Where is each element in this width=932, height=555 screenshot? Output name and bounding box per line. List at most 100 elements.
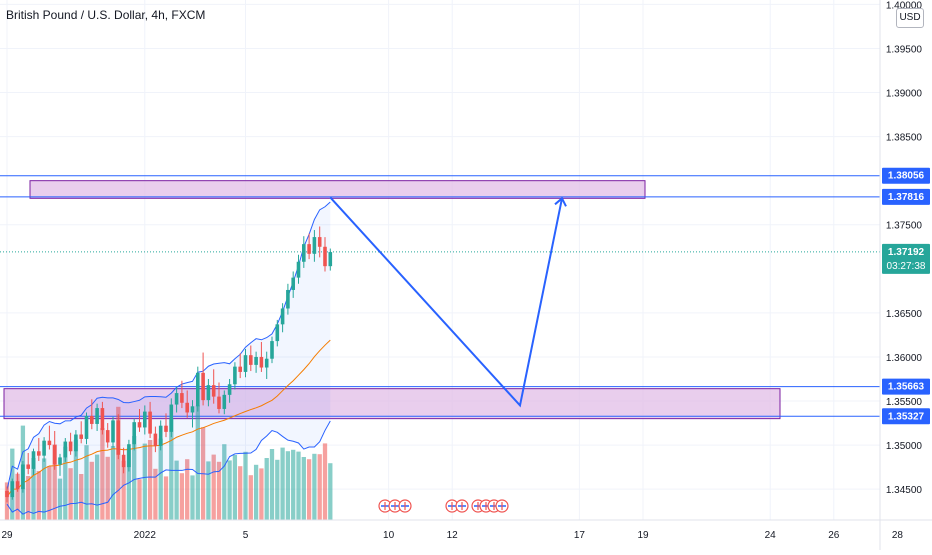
candle-body — [222, 394, 227, 409]
volume-bar — [285, 451, 291, 520]
time-axis-label: 12 — [447, 530, 459, 541]
price-axis-label: 1.37500 — [886, 221, 923, 232]
candle-body — [116, 420, 121, 455]
candle — [137, 408, 142, 432]
candle — [206, 378, 211, 407]
bollinger-lower-line — [6, 420, 331, 515]
candle — [100, 401, 105, 435]
candle-body — [137, 422, 142, 428]
candle — [37, 438, 41, 461]
volume-bar — [243, 451, 248, 520]
volume-bar — [227, 460, 232, 520]
candle — [5, 486, 9, 503]
price-tag-label: 1.35663 — [888, 382, 925, 393]
volume-bar — [100, 428, 105, 520]
candle-body — [296, 261, 301, 278]
candle — [275, 319, 280, 347]
candle-body — [164, 425, 168, 432]
candle-body — [185, 402, 189, 413]
volume-bar — [322, 443, 328, 520]
projection-path — [329, 196, 563, 408]
volume-bar — [253, 464, 259, 520]
candle — [217, 382, 221, 414]
candle — [174, 386, 179, 413]
time-axis-label: 28 — [892, 530, 904, 541]
candle-body — [111, 420, 115, 443]
candle — [143, 405, 147, 435]
volume-bar — [216, 461, 222, 520]
candle — [185, 390, 189, 418]
candle — [264, 351, 269, 379]
candle — [169, 398, 174, 438]
candle — [158, 420, 163, 451]
level-price-tag — [882, 188, 930, 205]
candle-body — [158, 425, 163, 446]
candle — [127, 439, 131, 472]
volume-bar — [47, 466, 52, 520]
volume-bar — [153, 468, 158, 520]
candle-body — [217, 396, 221, 409]
volume-bar — [195, 405, 200, 520]
price-axis-label: 1.35500 — [886, 397, 923, 408]
candle-body — [323, 246, 327, 267]
candle-body — [42, 440, 46, 456]
candle — [84, 412, 89, 445]
time-axis-label: 5 — [243, 530, 249, 541]
volume-bar — [232, 455, 238, 520]
candle-body — [143, 411, 147, 428]
volume-bar — [121, 460, 126, 520]
candle-body — [5, 490, 9, 498]
candle — [58, 453, 62, 476]
candle — [312, 230, 317, 262]
volume-bar — [312, 453, 317, 520]
volume-bar — [142, 443, 147, 520]
volume-bar — [306, 459, 312, 520]
volume-bar — [190, 475, 195, 520]
price-axis-label: 1.34500 — [886, 485, 923, 496]
candle-body — [127, 444, 131, 468]
level-price-tag — [882, 167, 930, 184]
price-tag-label: 1.37816 — [888, 192, 925, 203]
volume-bar — [36, 471, 41, 520]
price-axis-label: 1.39500 — [886, 44, 923, 55]
candle — [328, 248, 333, 271]
candle-body — [190, 406, 195, 413]
candle-body — [153, 433, 158, 446]
candle — [296, 254, 301, 284]
volume-bar — [269, 449, 275, 520]
candle-body — [47, 440, 52, 446]
volume-bar — [110, 446, 116, 520]
price-axis-label: 1.36000 — [886, 353, 923, 364]
volume-bar — [79, 474, 84, 520]
candle-body — [206, 385, 211, 401]
candle-body — [174, 393, 179, 405]
moving-average-line — [6, 339, 331, 498]
candle — [180, 380, 184, 409]
candle-body — [275, 324, 280, 342]
candle-body — [31, 451, 36, 469]
candle-body — [68, 441, 73, 452]
price-axis-label: 1.40000 — [886, 0, 923, 11]
candle — [270, 336, 274, 364]
candle — [132, 418, 136, 451]
candle-body — [238, 366, 242, 372]
volume-bar — [84, 445, 89, 520]
time-axis-label: 24 — [765, 530, 777, 541]
candle-body — [74, 434, 78, 452]
time-axis-label: 17 — [574, 530, 586, 541]
volume-bar — [132, 436, 137, 520]
volume-bar — [63, 446, 68, 520]
currency-button[interactable]: USD — [896, 8, 924, 28]
candle — [238, 353, 242, 379]
candle — [254, 351, 258, 373]
candles — [5, 226, 333, 503]
volume-bar — [73, 439, 79, 520]
candle — [259, 341, 264, 372]
volume-bar — [185, 459, 190, 520]
last-price-tag — [882, 243, 930, 274]
candle-body — [233, 366, 237, 385]
volume-bar — [174, 460, 179, 520]
level-price-tag — [882, 408, 930, 425]
